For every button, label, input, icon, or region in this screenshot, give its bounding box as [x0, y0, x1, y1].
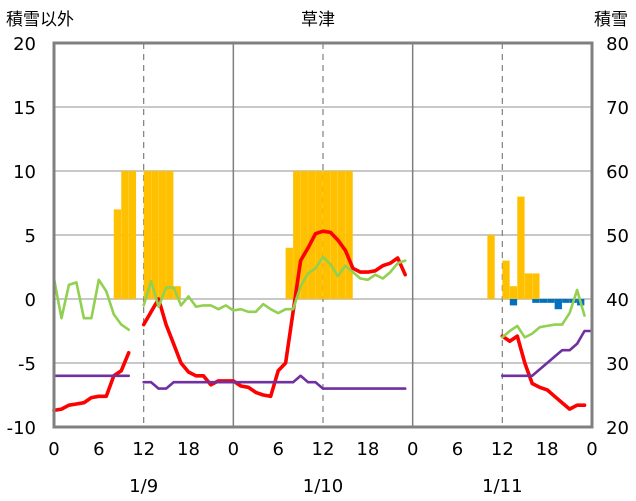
x-tick-label: 18	[356, 439, 379, 460]
right-tick-label: 30	[606, 354, 629, 375]
x-tick-label: 6	[272, 439, 283, 460]
negative-bar	[547, 299, 555, 303]
left-tick-label: 5	[25, 226, 36, 247]
snowfall-bar	[323, 171, 331, 299]
left-tick-label: 10	[13, 162, 36, 183]
x-tick-label: 18	[177, 439, 200, 460]
right-axis-title: 積雪	[594, 10, 628, 30]
negative-bar	[554, 299, 562, 310]
snowfall-bar	[166, 171, 174, 299]
snowfall-bar	[158, 171, 166, 299]
left-tick-label: -5	[18, 354, 36, 375]
left-axis-title: 積雪以外	[6, 10, 74, 30]
x-tick-label: 6	[93, 439, 104, 460]
x-tick-label: 18	[536, 439, 559, 460]
right-tick-label: 40	[606, 290, 629, 311]
snowfall-bar	[532, 273, 540, 299]
snowfall-bar	[524, 273, 533, 299]
snowfall-bar	[293, 171, 301, 299]
snowfall-bar	[509, 286, 518, 299]
line-layer	[52, 229, 594, 413]
temperature-line	[141, 229, 408, 399]
left-tick-label: 0	[25, 290, 36, 311]
right-tick-label: 80	[606, 34, 629, 55]
bar-layer	[113, 171, 585, 310]
snowfall-bar	[487, 235, 495, 299]
snowfall-bar	[337, 171, 346, 299]
temperature-line	[52, 350, 131, 413]
negative-bar	[509, 299, 518, 306]
snowfall-bar	[173, 286, 181, 299]
snowfall-bar	[300, 171, 308, 299]
snowfall-bar	[315, 171, 323, 299]
left-tick-label: 20	[13, 34, 36, 55]
snowfall-bar	[113, 209, 122, 299]
x-tick-label: 12	[312, 439, 335, 460]
x-tick-label: 0	[48, 439, 59, 460]
date-label: 1/11	[482, 476, 522, 497]
humidity_line-line	[142, 255, 407, 315]
right-tick-label: 60	[606, 162, 629, 183]
date-label: 1/9	[129, 476, 158, 497]
x-tick-label: 0	[228, 439, 239, 460]
humidity_line-line	[500, 288, 586, 339]
right-tick-label: 70	[606, 98, 629, 119]
snowfall-bar	[502, 260, 510, 299]
snow_depth-line	[500, 329, 594, 378]
humidity_line-line	[52, 277, 130, 332]
snow_depth-line	[142, 374, 407, 390]
snowfall-bar	[151, 171, 159, 299]
x-tick-label: 6	[452, 439, 463, 460]
snowfall-bar	[128, 171, 137, 299]
chart-title: 草津	[301, 10, 335, 30]
x-tick-label: 0	[407, 439, 418, 460]
x-tick-label: 12	[491, 439, 514, 460]
plot-frame	[52, 41, 594, 429]
left-tick-label: 15	[13, 98, 36, 119]
date-label: 1/10	[303, 476, 343, 497]
right-tick-label: 50	[606, 226, 629, 247]
negative-bar	[532, 299, 540, 303]
snowfall-bar	[121, 171, 129, 299]
temperature-line	[500, 334, 587, 411]
negative-bar	[539, 299, 548, 303]
left-tick-label: -10	[7, 418, 36, 439]
x-tick-label: 12	[132, 439, 155, 460]
x-tick-label: 0	[586, 439, 597, 460]
negative-bar	[562, 299, 570, 303]
snowfall-bar	[517, 196, 525, 299]
right-tick-label: 20	[606, 418, 629, 439]
snowfall-bar	[345, 171, 353, 299]
snowfall-bar	[308, 171, 316, 299]
snowfall-bar	[285, 247, 293, 299]
snowfall-bar	[143, 171, 151, 299]
